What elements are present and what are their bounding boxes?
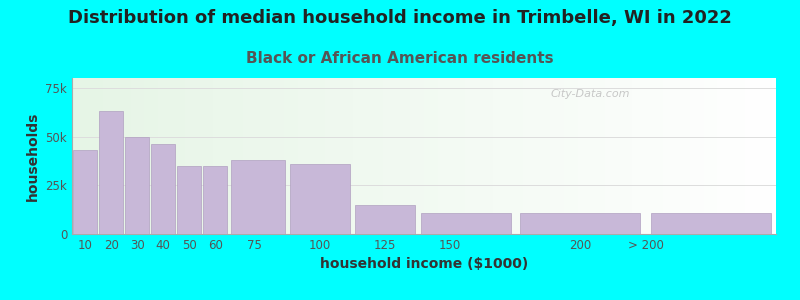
X-axis label: household income ($1000): household income ($1000) xyxy=(320,257,528,272)
Bar xyxy=(151,144,175,234)
Text: City-Data.com: City-Data.com xyxy=(550,89,630,99)
Y-axis label: households: households xyxy=(26,111,40,201)
Bar xyxy=(521,212,641,234)
Bar xyxy=(178,166,202,234)
Bar xyxy=(651,212,770,234)
Bar xyxy=(203,166,227,234)
Bar xyxy=(422,212,511,234)
Bar xyxy=(125,136,149,234)
Bar xyxy=(99,111,123,234)
Bar xyxy=(355,205,415,234)
Bar xyxy=(290,164,350,234)
Text: Distribution of median household income in Trimbelle, WI in 2022: Distribution of median household income … xyxy=(68,9,732,27)
Bar xyxy=(230,160,285,234)
Bar xyxy=(73,150,97,234)
Text: Black or African American residents: Black or African American residents xyxy=(246,51,554,66)
